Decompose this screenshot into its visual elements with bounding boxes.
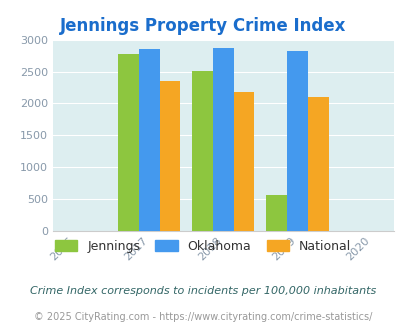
Bar xyxy=(233,92,254,231)
Bar xyxy=(307,97,328,231)
Bar xyxy=(266,195,286,231)
Legend: Jennings, Oklahoma, National: Jennings, Oklahoma, National xyxy=(50,235,355,258)
Bar xyxy=(159,81,180,231)
Text: © 2025 CityRating.com - https://www.cityrating.com/crime-statistics/: © 2025 CityRating.com - https://www.city… xyxy=(34,312,371,322)
Bar xyxy=(192,71,212,231)
Bar xyxy=(286,51,307,231)
Text: Crime Index corresponds to incidents per 100,000 inhabitants: Crime Index corresponds to incidents per… xyxy=(30,286,375,296)
Bar xyxy=(212,48,233,231)
Text: Jennings Property Crime Index: Jennings Property Crime Index xyxy=(60,17,345,35)
Bar xyxy=(118,54,139,231)
Bar xyxy=(139,49,159,231)
